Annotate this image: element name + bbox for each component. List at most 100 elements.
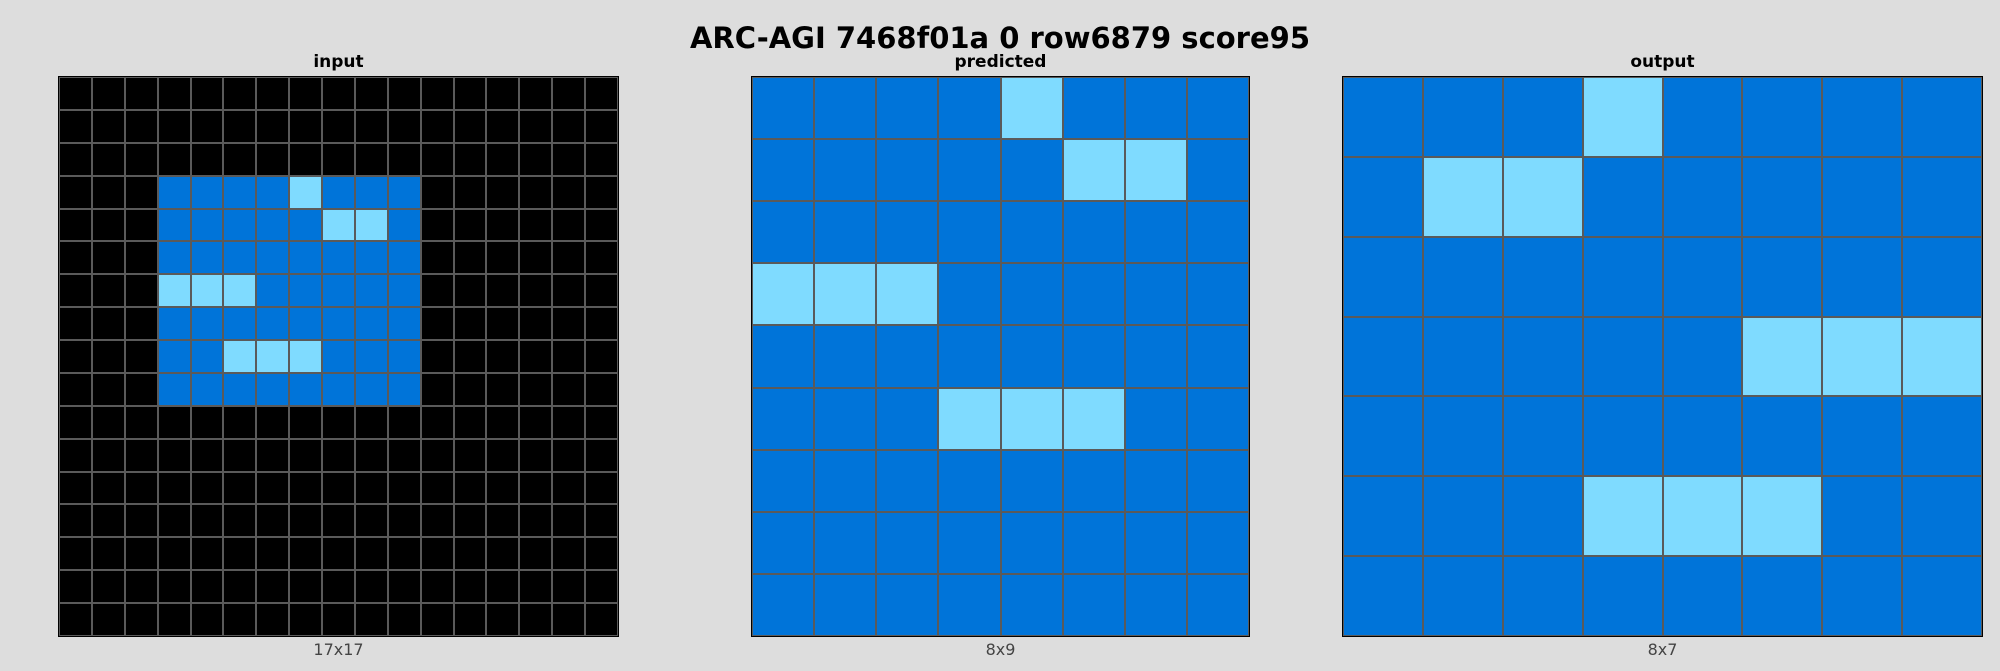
input-cell (190, 307, 224, 341)
input-cell (190, 77, 224, 110)
input-cell (585, 208, 618, 242)
input-cell (486, 570, 520, 604)
output-cell (1902, 316, 1982, 397)
output-cell (1822, 476, 1903, 557)
input-cell (420, 175, 454, 209)
predicted-cell (876, 449, 939, 512)
input-cell (387, 372, 421, 406)
input-cell (322, 471, 355, 505)
predicted-cell (1186, 201, 1249, 264)
input-cell (91, 504, 125, 538)
output-cell (1822, 396, 1903, 477)
input-cell (486, 504, 520, 538)
input-cell (124, 77, 158, 110)
predicted-cell (752, 263, 815, 326)
predicted-cell (1062, 77, 1125, 140)
input-cell (354, 405, 388, 439)
input-cell (519, 307, 553, 341)
input-cell (124, 175, 158, 209)
input-cell (585, 307, 618, 341)
input-cell (519, 372, 553, 406)
input-cell (190, 109, 224, 143)
output-cell (1422, 396, 1503, 477)
input-cell (91, 537, 125, 571)
input-cell (486, 142, 520, 176)
input-cell (124, 537, 158, 571)
input-cell (453, 241, 487, 275)
output-cell (1902, 77, 1982, 157)
output-cell (1662, 77, 1743, 157)
input-cell (124, 241, 158, 275)
input-cell (453, 504, 487, 538)
predicted-cell (752, 325, 815, 388)
input-cell (519, 570, 553, 604)
input-cell (223, 603, 257, 636)
input-cell (190, 372, 224, 406)
predicted-cell (1124, 325, 1187, 388)
input-cell (59, 77, 92, 110)
predicted-cell (752, 511, 815, 574)
input-cell (453, 372, 487, 406)
output-cell (1343, 476, 1423, 557)
input-cell (124, 307, 158, 341)
output-cell (1343, 396, 1423, 477)
input-cell (552, 603, 586, 636)
output-cell (1422, 236, 1503, 317)
predicted-cell (938, 449, 1001, 512)
output-cell (1902, 236, 1982, 317)
input-cell (223, 109, 257, 143)
input-cell (190, 570, 224, 604)
predicted-cell (1186, 325, 1249, 388)
input-cell (91, 175, 125, 209)
input-cell (519, 340, 553, 373)
predicted-dims-label: 8x9 (985, 640, 1016, 659)
output-panel-title: output (1630, 52, 1695, 72)
input-cell (552, 274, 586, 308)
input-cell (387, 208, 421, 242)
input-cell (453, 307, 487, 341)
predicted-cell (1124, 201, 1187, 264)
input-cell (552, 405, 586, 439)
input-cell (519, 208, 553, 242)
output-cell (1502, 77, 1583, 157)
input-cell (256, 109, 290, 143)
output-cell (1822, 236, 1903, 317)
input-cell (289, 603, 323, 636)
input-cell (354, 570, 388, 604)
input-cell (256, 471, 290, 505)
input-cell (585, 504, 618, 538)
predicted-cell (1186, 77, 1249, 140)
input-cell (256, 603, 290, 636)
predicted-cell (1186, 263, 1249, 326)
input-cell (124, 208, 158, 242)
input-cell (322, 77, 355, 110)
input-cell (387, 274, 421, 308)
input-cell (354, 77, 388, 110)
input-cell (585, 471, 618, 505)
output-cell (1582, 316, 1663, 397)
input-cell (289, 438, 323, 472)
input-cell (91, 142, 125, 176)
input-cell (387, 77, 421, 110)
input-cell (289, 372, 323, 406)
input-cell (420, 405, 454, 439)
input-cell (519, 603, 553, 636)
input-cell (519, 504, 553, 538)
input-cell (157, 504, 191, 538)
input-cell (420, 340, 454, 373)
input-cell (223, 340, 257, 373)
output-cell (1582, 556, 1663, 636)
input-cell (552, 471, 586, 505)
input-cell (91, 603, 125, 636)
input-cell (585, 603, 618, 636)
predicted-cell (876, 387, 939, 450)
input-cell (289, 241, 323, 275)
input-cell (289, 537, 323, 571)
input-cell (223, 471, 257, 505)
input-cell (256, 438, 290, 472)
input-cell (190, 208, 224, 242)
figure-title: ARC-AGI 7468f01a 0 row6879 score95 (689, 21, 1311, 55)
input-cell (256, 175, 290, 209)
input-cell (59, 405, 92, 439)
input-cell (59, 438, 92, 472)
